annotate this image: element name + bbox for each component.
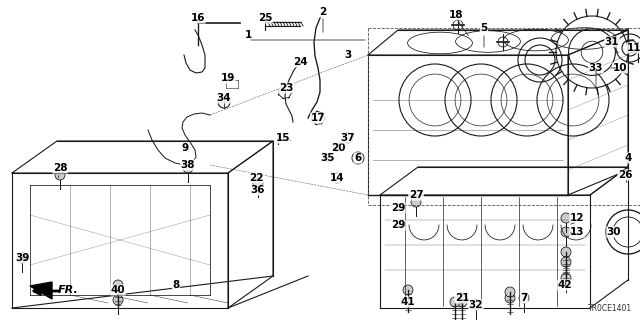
- Text: 9: 9: [181, 143, 189, 153]
- Text: 3: 3: [344, 50, 351, 60]
- Text: 28: 28: [52, 163, 67, 173]
- Text: 36: 36: [251, 185, 265, 195]
- Text: 23: 23: [279, 83, 293, 93]
- Text: 25: 25: [258, 13, 272, 23]
- Text: 18: 18: [449, 10, 463, 20]
- Circle shape: [403, 285, 413, 295]
- Text: 39: 39: [15, 253, 29, 263]
- Text: 11: 11: [627, 43, 640, 53]
- Circle shape: [457, 297, 467, 307]
- Text: 13: 13: [570, 227, 584, 237]
- Circle shape: [561, 257, 571, 267]
- Text: 4: 4: [624, 153, 632, 163]
- Polygon shape: [30, 282, 52, 299]
- Text: 29: 29: [391, 203, 405, 213]
- Text: 38: 38: [180, 160, 195, 170]
- Text: 32: 32: [468, 300, 483, 310]
- Circle shape: [113, 280, 123, 290]
- Text: 2: 2: [319, 7, 326, 17]
- Text: 34: 34: [217, 93, 231, 103]
- Circle shape: [505, 293, 515, 303]
- Circle shape: [253, 178, 263, 188]
- Text: 12: 12: [570, 213, 584, 223]
- Text: 21: 21: [455, 293, 469, 303]
- Text: 8: 8: [172, 280, 180, 290]
- Text: 33: 33: [589, 63, 604, 73]
- Text: 40: 40: [111, 285, 125, 295]
- Text: 30: 30: [607, 227, 621, 237]
- Text: 17: 17: [310, 113, 325, 123]
- Text: 5: 5: [481, 23, 488, 33]
- Text: 15: 15: [276, 133, 291, 143]
- Circle shape: [450, 297, 460, 307]
- Circle shape: [113, 295, 123, 305]
- Text: 24: 24: [292, 57, 307, 67]
- Circle shape: [457, 293, 467, 303]
- Text: 20: 20: [331, 143, 345, 153]
- Text: 14: 14: [330, 173, 344, 183]
- Circle shape: [561, 247, 571, 257]
- Text: 7: 7: [520, 293, 528, 303]
- Text: 16: 16: [191, 13, 205, 23]
- Circle shape: [561, 213, 571, 223]
- Text: 31: 31: [605, 37, 620, 47]
- Text: 6: 6: [355, 153, 362, 163]
- Circle shape: [505, 287, 515, 297]
- Text: 26: 26: [618, 170, 632, 180]
- Circle shape: [561, 227, 571, 237]
- Circle shape: [561, 273, 571, 283]
- Circle shape: [17, 253, 27, 263]
- Text: 29: 29: [391, 220, 405, 230]
- Text: 27: 27: [409, 190, 423, 200]
- Text: FR.: FR.: [58, 285, 79, 295]
- Text: 35: 35: [321, 153, 335, 163]
- Circle shape: [183, 163, 193, 173]
- Text: 22: 22: [249, 173, 263, 183]
- Text: 10: 10: [612, 63, 627, 73]
- Circle shape: [471, 300, 481, 310]
- Text: 41: 41: [401, 297, 415, 307]
- Circle shape: [519, 293, 529, 303]
- Text: 37: 37: [340, 133, 355, 143]
- Circle shape: [411, 197, 421, 207]
- Text: 42: 42: [557, 280, 572, 290]
- Text: 1: 1: [244, 30, 252, 40]
- Text: TR0CE1401: TR0CE1401: [588, 304, 632, 313]
- Text: 19: 19: [221, 73, 235, 83]
- Circle shape: [55, 170, 65, 180]
